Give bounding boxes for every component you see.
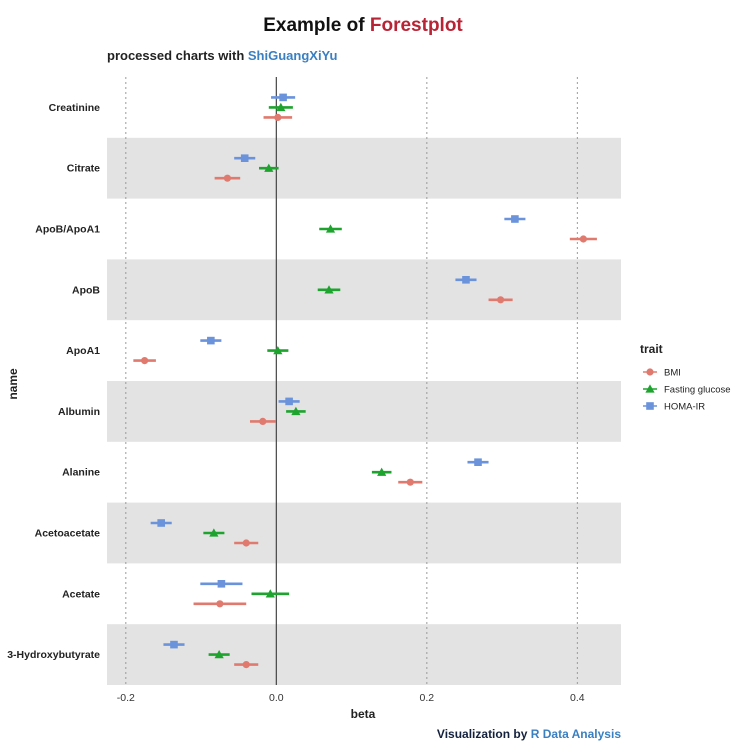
x-tick-label: 0.4	[570, 692, 585, 704]
point-bmi	[406, 478, 414, 486]
point-fasting-glucose	[265, 589, 275, 598]
point-fasting-glucose	[377, 467, 387, 476]
legend-key-homa-ir	[646, 402, 654, 410]
y-tick-labels: Creatinine Citrate ApoB/ApoA1 ApoB ApoA1 Albu…	[7, 102, 100, 661]
legend-key-bmi	[646, 368, 654, 376]
x-tick-label: -0.2	[117, 692, 135, 704]
y-tick-label: 3-Hydroxybutyrate	[7, 649, 100, 661]
point-fasting-glucose	[273, 346, 283, 355]
legend-title: trait	[640, 342, 663, 356]
y-tick-label: ApoB/ApoA1	[35, 224, 100, 236]
chart-title-prefix: Example of	[263, 15, 370, 36]
row-band	[107, 381, 621, 442]
legend: trait BMI Fasting glucose HOMA-IR	[640, 342, 731, 413]
point-fasting-glucose	[325, 224, 336, 233]
point-bmi	[223, 174, 232, 182]
y-tick-label: Acetate	[62, 588, 100, 600]
y-tick-label: Alanine	[62, 467, 100, 479]
legend-items: BMI Fasting glucose HOMA-IR	[643, 368, 731, 413]
point-fasting-glucose	[209, 528, 219, 537]
point-bmi	[496, 296, 505, 304]
legend-label-bmi: BMI	[664, 368, 681, 379]
point-homa-ir	[170, 640, 178, 649]
legend-label-homa-ir: HOMA-IR	[664, 402, 705, 413]
point-homa-ir	[157, 519, 165, 527]
point-bmi	[216, 600, 224, 608]
legend-key-fasting-glucose	[645, 384, 655, 393]
point-homa-ir	[240, 154, 249, 162]
legend-label-fasting-glucose: Fasting glucose	[664, 385, 731, 396]
point-fasting-glucose	[214, 650, 224, 659]
chart-caption-highlight: R Data Analysis	[531, 727, 622, 741]
point-homa-ir	[462, 276, 470, 284]
point-fasting-glucose	[324, 285, 334, 294]
chart-subtitle-highlight: ShiGuangXiYu	[248, 48, 338, 63]
point-bmi	[141, 357, 149, 365]
y-tick-label: ApoB	[72, 284, 100, 296]
row-bands	[107, 137, 621, 685]
point-homa-ir	[474, 458, 482, 466]
y-axis-label: name	[6, 368, 20, 400]
x-tick-labels: -0.2 0.0 0.2 0.4	[117, 692, 585, 704]
row-band	[107, 137, 621, 199]
row-band	[107, 502, 621, 564]
chart-title-highlight: Forestplot	[370, 15, 464, 36]
data-marks	[133, 93, 597, 669]
chart-title: Example of Forestplot	[263, 15, 463, 36]
point-fasting-glucose	[291, 406, 301, 416]
point-homa-ir	[217, 580, 226, 588]
row-band	[107, 259, 621, 321]
point-fasting-glucose	[264, 163, 274, 172]
chart-caption-prefix: Visualization by	[437, 727, 531, 741]
point-homa-ir	[207, 336, 215, 345]
point-homa-ir	[511, 215, 519, 223]
point-homa-ir	[285, 397, 293, 406]
point-bmi	[259, 417, 267, 425]
x-tick-label: 0.0	[269, 692, 284, 704]
point-bmi	[242, 661, 250, 669]
point-fasting-glucose	[276, 102, 286, 112]
row-band	[107, 624, 621, 685]
y-tick-label: Albumin	[58, 406, 100, 418]
chart-subtitle: processed charts with ShiGuangXiYu	[107, 48, 338, 63]
point-bmi	[579, 235, 587, 243]
y-tick-label: Citrate	[67, 163, 100, 175]
x-gridlines	[125, 77, 578, 685]
chart-subtitle-prefix: processed charts with	[107, 48, 248, 63]
x-axis-label: beta	[351, 707, 376, 721]
x-tick-label: 0.2	[420, 692, 435, 704]
chart-caption: Visualization by R Data Analysis	[437, 727, 621, 741]
y-tick-label: Acetoacetate	[35, 528, 101, 540]
y-tick-label: Creatinine	[49, 102, 101, 114]
y-tick-label: ApoA1	[66, 345, 100, 357]
point-bmi	[274, 113, 282, 121]
point-homa-ir	[279, 93, 287, 102]
point-bmi	[242, 539, 250, 547]
